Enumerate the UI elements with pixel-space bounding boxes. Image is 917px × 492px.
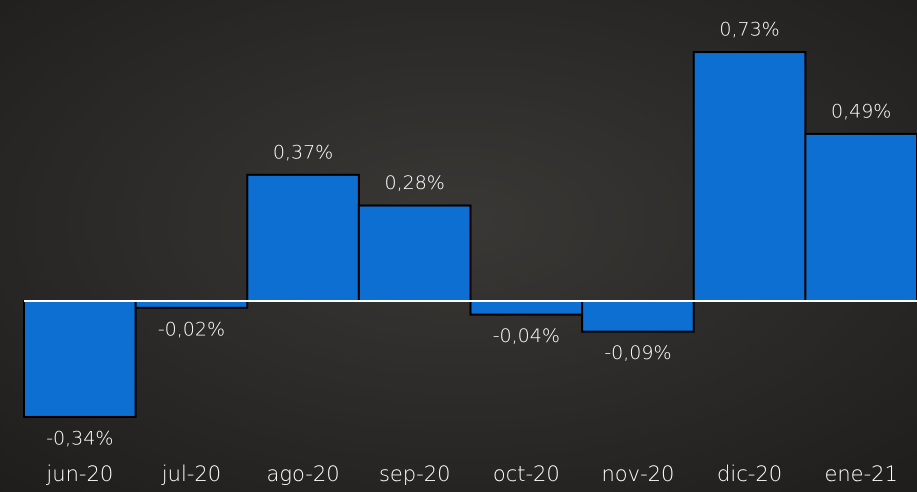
bar bbox=[581, 300, 695, 333]
data-label: 0,73% bbox=[719, 19, 779, 41]
x-tick-label: sep-20 bbox=[379, 462, 451, 486]
x-tick-label: ene-21 bbox=[824, 462, 897, 486]
x-tick-label: nov-20 bbox=[601, 462, 674, 486]
bar bbox=[469, 300, 584, 316]
data-label: 0,49% bbox=[831, 100, 891, 122]
bar bbox=[804, 132, 917, 302]
x-tick-label: oct-20 bbox=[493, 462, 560, 486]
bar bbox=[692, 51, 807, 302]
data-label: -0,09% bbox=[604, 342, 671, 364]
data-label: -0,34% bbox=[46, 427, 113, 449]
x-tick-label: dic-20 bbox=[717, 462, 782, 486]
bar bbox=[134, 300, 249, 309]
x-tick-label: jul-20 bbox=[161, 462, 221, 486]
bar bbox=[23, 300, 137, 418]
data-label: 0,28% bbox=[385, 172, 445, 194]
data-label: 0,37% bbox=[273, 141, 333, 163]
x-tick-label: jun-20 bbox=[45, 462, 113, 486]
bar bbox=[246, 173, 360, 302]
data-label: -0,02% bbox=[158, 318, 225, 340]
data-label: -0,04% bbox=[493, 325, 560, 347]
bar bbox=[357, 204, 472, 303]
x-tick-label: ago-20 bbox=[267, 462, 340, 486]
